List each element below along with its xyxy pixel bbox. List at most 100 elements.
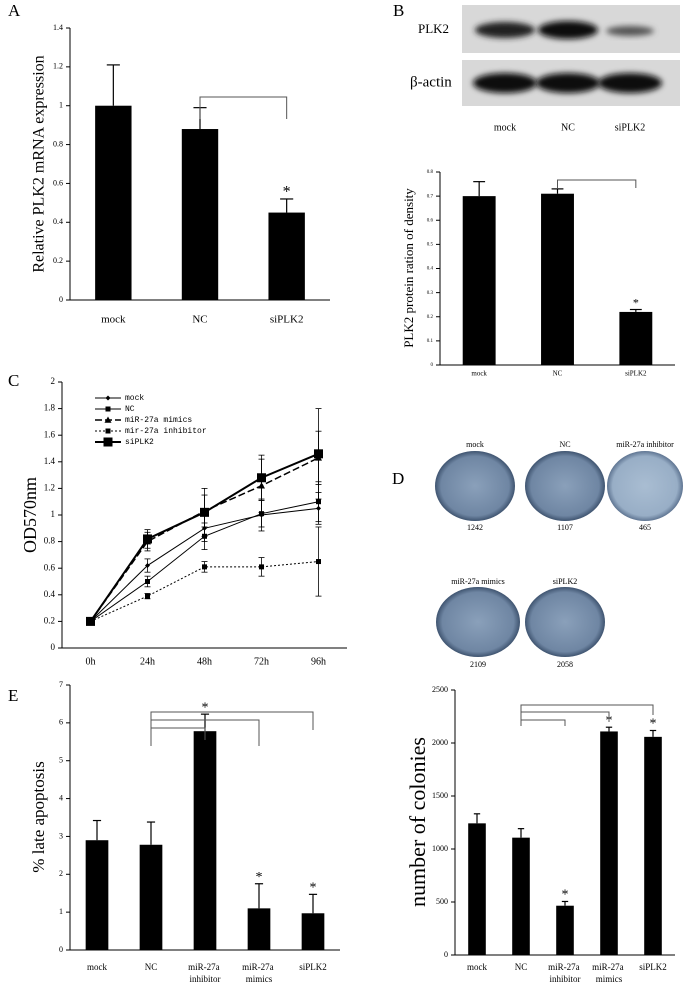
- point: [259, 511, 264, 517]
- y-tick-label: 0.5: [427, 243, 434, 248]
- panel-letter: D: [392, 469, 404, 488]
- plate-label: siPLK2: [553, 577, 577, 586]
- plate-label: mock: [466, 440, 484, 449]
- y-tick-label: 0.4: [427, 267, 434, 272]
- point: [257, 473, 266, 483]
- legend-marker: [105, 428, 111, 434]
- x-tick-label: NC: [192, 314, 207, 326]
- significance-mark: *: [256, 870, 263, 885]
- legend-marker: [105, 406, 111, 412]
- significance-mark: *: [202, 700, 209, 715]
- bar: [268, 212, 305, 300]
- x-tick-label: siPLK2: [625, 370, 647, 378]
- plate-count: 2058: [557, 660, 573, 669]
- y-tick-label: 1.8: [44, 403, 56, 413]
- bar: [556, 905, 574, 955]
- y-tick-label: 1500: [432, 791, 448, 800]
- panel-letter: A: [8, 1, 21, 20]
- x-tick-label: siPLK2: [639, 962, 667, 972]
- y-tick-label: 0: [51, 642, 56, 652]
- bar: [95, 105, 132, 300]
- x-tick-label: 24h: [140, 656, 155, 667]
- plate-count: 1242: [467, 523, 483, 532]
- bar: [619, 311, 653, 365]
- x-tick-label: mock: [87, 962, 107, 972]
- x-tick-label: mock: [471, 370, 487, 378]
- y-tick-label: 0.8: [53, 139, 63, 148]
- significance-mark: *: [562, 888, 569, 903]
- x-tick-label: miR-27a mimics: [242, 962, 276, 984]
- y-tick-label: 0.6: [53, 178, 63, 187]
- plate-label: NC: [559, 440, 570, 449]
- point: [143, 534, 152, 544]
- x-tick-label: mock: [467, 962, 487, 972]
- y-tick-label: 2: [59, 869, 63, 878]
- plate: [525, 587, 605, 657]
- legend-marker: [103, 437, 113, 447]
- point: [314, 449, 323, 459]
- x-tick-label: mock: [101, 314, 126, 326]
- blot-row-label: β-actin: [410, 74, 452, 90]
- legend-marker: [105, 395, 111, 401]
- plate-label: miR-27a mimics: [451, 577, 505, 586]
- y-tick-label: 0.2: [53, 256, 63, 265]
- x-tick-label: miR-27a inhibitor: [548, 962, 582, 984]
- y-tick-label: 0: [444, 950, 448, 959]
- plate-count: 465: [639, 523, 651, 532]
- point: [316, 499, 321, 505]
- bar: [462, 196, 496, 365]
- y-tick-label: 0.2: [427, 315, 434, 320]
- x-tick-label: siPLK2: [299, 962, 327, 972]
- comparison-bracket: [150, 711, 314, 730]
- significance-mark: *: [283, 184, 291, 201]
- legend-label: miR-27a mimics: [125, 416, 192, 425]
- y-tick-label: 2000: [432, 738, 448, 747]
- y-tick-label: 1: [59, 101, 63, 110]
- y-tick-label: 1.2: [44, 482, 55, 492]
- bar: [541, 193, 574, 365]
- panel-letter: E: [8, 686, 18, 705]
- x-tick-label: NC: [553, 370, 563, 378]
- bar: [193, 731, 217, 950]
- comparison-bracket: [557, 179, 637, 188]
- comparison-bracket: [199, 96, 288, 119]
- y-tick-label: 1.2: [53, 62, 63, 71]
- point: [86, 616, 95, 626]
- point: [316, 559, 321, 565]
- y-tick-label: 0.6: [427, 218, 434, 223]
- y-axis-label: % late apoptosis: [29, 761, 48, 872]
- blot-band: [606, 26, 654, 36]
- x-tick-label: siPLK2: [270, 314, 304, 326]
- y-tick-label: 4: [59, 793, 63, 802]
- bar: [85, 840, 109, 950]
- blot-row-label: PLK2: [418, 21, 449, 36]
- series-line: [90, 561, 319, 622]
- bar: [301, 913, 325, 950]
- blot-lane-label: siPLK2: [615, 122, 646, 133]
- y-tick-label: 1.4: [44, 456, 56, 466]
- significance-mark: *: [310, 881, 317, 896]
- y-tick-label: 0: [59, 945, 63, 954]
- y-axis-label: PLK2 protein ration of density: [401, 188, 416, 348]
- y-tick-label: 0.3: [427, 291, 434, 296]
- y-tick-label: 5: [59, 756, 63, 765]
- significance-mark: *: [633, 295, 639, 309]
- y-tick-label: 2500: [432, 685, 448, 694]
- x-tick-label: miR-27a inhibitor: [188, 962, 222, 984]
- blot-band: [475, 22, 535, 38]
- y-tick-label: 1: [51, 509, 56, 519]
- plate: [607, 451, 683, 521]
- bar: [512, 837, 530, 955]
- significance-mark: *: [650, 717, 657, 732]
- plate: [525, 451, 605, 521]
- blot-lane-label: mock: [494, 122, 516, 133]
- legend-label: NC: [125, 405, 135, 414]
- panel-letter: C: [8, 371, 19, 390]
- y-tick-label: 0.2: [44, 615, 55, 625]
- y-tick-label: 0: [59, 295, 63, 304]
- y-tick-label: 0.4: [53, 217, 63, 226]
- plate: [436, 587, 520, 657]
- blot-band: [473, 73, 537, 93]
- bar: [139, 844, 163, 950]
